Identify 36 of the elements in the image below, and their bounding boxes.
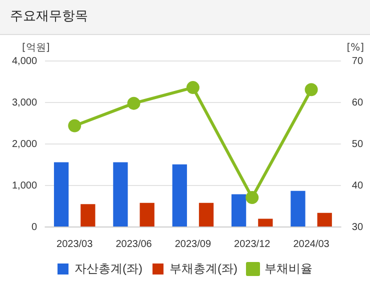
y-tick-label: 2,000 [12, 138, 38, 150]
bar [172, 164, 187, 226]
x-tick-label: 2023/09 [174, 238, 212, 250]
y-axis-title: [억원] [22, 42, 50, 54]
y2-tick-label: 50 [352, 138, 364, 150]
y2-tick-label: 30 [352, 222, 364, 233]
legend-label: 부채총계(좌) [170, 261, 238, 276]
point [68, 119, 82, 132]
bar [258, 218, 273, 226]
legend-label: 자산총계(좌) [74, 261, 143, 276]
bar [231, 194, 246, 226]
point [186, 81, 200, 94]
x-tick-label: 2023/06 [116, 238, 152, 250]
x-tick-label: 2023/12 [234, 238, 271, 250]
bar [54, 162, 69, 226]
y-tick-label: 1,000 [12, 180, 38, 192]
bar [290, 190, 306, 226]
point [246, 191, 259, 204]
bar [113, 162, 128, 226]
y-tick-label: 4,000 [12, 56, 38, 67]
point [304, 83, 318, 96]
y-tick-label: 3,000 [12, 97, 38, 108]
bar [80, 204, 96, 226]
x-tick-label: 2023/03 [56, 238, 94, 250]
y2-axis-title: [%] [346, 42, 364, 54]
chart-title: 주요재무항목 [0, 0, 370, 35]
y2-tick-label: 70 [352, 56, 364, 67]
legend-label: 부채비율 [264, 261, 312, 276]
bar [140, 202, 154, 226]
bar [317, 212, 332, 226]
y2-tick-label: 60 [352, 97, 364, 108]
point [127, 96, 140, 110]
y-tick-label: 0 [31, 222, 38, 233]
y2-tick-label: 40 [352, 180, 364, 192]
x-tick-label: 2024/03 [293, 238, 330, 250]
bar [198, 202, 214, 226]
